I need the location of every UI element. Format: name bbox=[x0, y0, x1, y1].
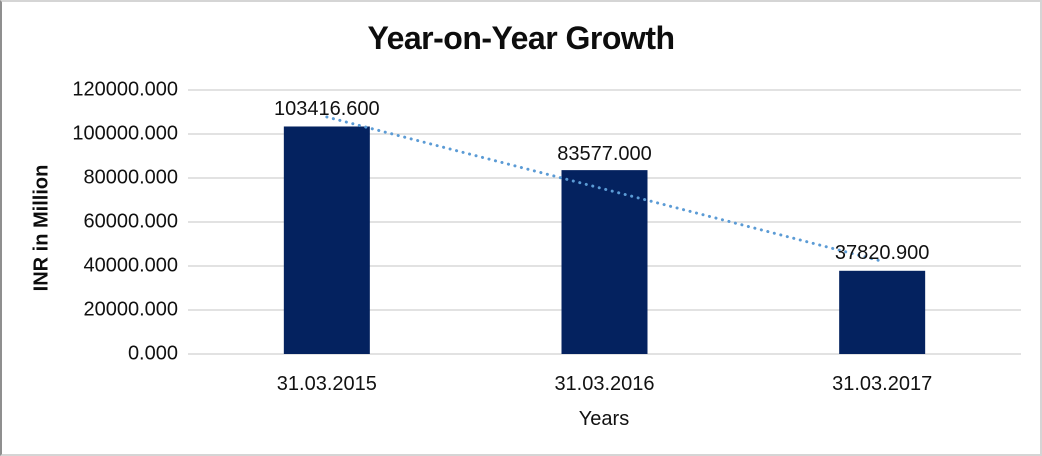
value-label: 83577.000 bbox=[557, 143, 652, 166]
y-tick-label: 100000.000 bbox=[72, 122, 178, 145]
trendline bbox=[325, 115, 884, 263]
y-tick-label: 80000.000 bbox=[83, 166, 178, 189]
x-axis-title: Years bbox=[578, 408, 630, 430]
y-tick-label: 20000.000 bbox=[83, 298, 178, 321]
y-tick-label: 120000.000 bbox=[72, 78, 178, 101]
x-category-label: 31.03.2017 bbox=[832, 373, 933, 395]
value-label: 103416.600 bbox=[273, 97, 380, 120]
bar bbox=[283, 126, 370, 354]
y-tick-label: 60000.000 bbox=[83, 210, 178, 233]
x-category-label: 31.03.2016 bbox=[554, 373, 655, 395]
bar bbox=[839, 270, 926, 354]
chart-title: Year-on-Year Growth bbox=[367, 20, 675, 56]
y-tick-label: 40000.000 bbox=[83, 254, 178, 277]
y-tick-label: 0.000 bbox=[127, 342, 178, 365]
value-label: 37820.900 bbox=[834, 242, 930, 265]
bar bbox=[561, 170, 648, 354]
x-category-label: 31.03.2015 bbox=[276, 373, 377, 395]
